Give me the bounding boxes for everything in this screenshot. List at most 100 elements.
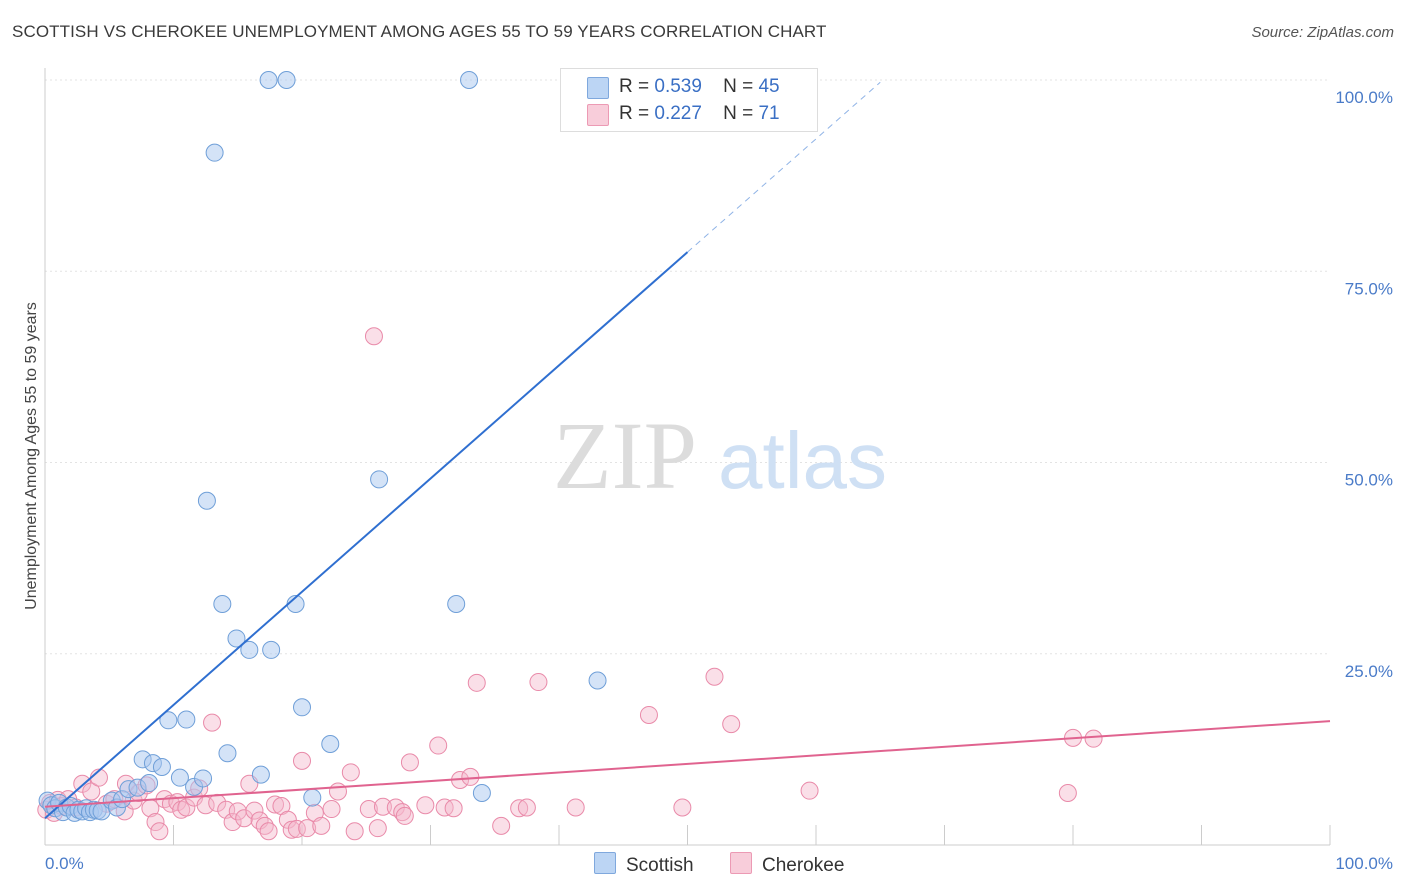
- cherokee-point: [259, 822, 278, 841]
- legend-row-scottish: R = 0.539 N = 45: [619, 76, 780, 98]
- scottish-trend-extension: [687, 81, 881, 253]
- cherokee-point: [510, 799, 529, 818]
- cherokee-point: [177, 798, 196, 817]
- scottish-point: [447, 595, 466, 614]
- y-tick-label: 75.0%: [1345, 279, 1393, 298]
- cherokee-point: [278, 810, 297, 829]
- legend-swatch-scottish: [587, 77, 609, 99]
- bottom-legend-cherokee-label: Cherokee: [762, 855, 845, 876]
- scottish-point: [240, 640, 259, 659]
- scottish-point: [197, 491, 216, 510]
- cherokee-point: [722, 715, 741, 734]
- scottish-point: [251, 765, 270, 784]
- scottish-point: [370, 470, 389, 489]
- legend-r-value: 0.227: [654, 103, 702, 124]
- legend-n-value: 45: [758, 76, 780, 97]
- scottish-point: [321, 735, 340, 754]
- cherokee-point: [345, 822, 364, 841]
- cherokee-point: [395, 806, 414, 825]
- source-label: Source: ZipAtlas.com: [1251, 24, 1394, 41]
- cherokee-point: [328, 782, 347, 801]
- scottish-point: [293, 698, 311, 717]
- cherokee-point: [312, 816, 331, 835]
- legend-r-value: 0.539: [654, 76, 702, 97]
- scottish-trend-line: [44, 251, 689, 819]
- legend-r-label: R =: [619, 76, 650, 97]
- legend-n-label: N =: [723, 103, 754, 124]
- bottom-legend-scottish: Scottish: [594, 852, 694, 877]
- axes: [44, 68, 1331, 846]
- cherokee-point: [298, 819, 317, 838]
- y-tick-label: 25.0%: [1345, 662, 1393, 681]
- cherokee-point: [800, 781, 819, 800]
- cherokee-point: [1084, 729, 1103, 748]
- cherokee-point: [705, 667, 724, 686]
- cherokee-point: [368, 819, 387, 838]
- scottish-point: [170, 768, 189, 787]
- legend-row-cherokee: R = 0.227 N = 71: [619, 103, 780, 125]
- scottish-point: [218, 744, 237, 763]
- bottom-swatch-scottish: [594, 852, 616, 874]
- cherokee-point: [444, 799, 463, 818]
- scottish-point: [227, 629, 246, 648]
- legend-r-label: R =: [619, 103, 650, 124]
- cherokee-point: [435, 798, 454, 817]
- cherokee-point: [359, 800, 378, 819]
- cherokee-point: [400, 753, 419, 772]
- scottish-point: [472, 783, 491, 802]
- cherokee-point: [492, 816, 511, 835]
- x-tick-label: 0.0%: [45, 854, 84, 873]
- y-axis-label: Unemployment Among Ages 55 to 59 years: [23, 302, 40, 610]
- cherokee-point: [639, 705, 658, 724]
- cherokee-point: [203, 713, 222, 732]
- cherokee-point: [461, 767, 480, 786]
- cherokee-point: [373, 797, 392, 816]
- cherokee-point: [1058, 783, 1077, 802]
- legend-n-label: N =: [723, 76, 754, 97]
- scottish-point: [262, 640, 281, 659]
- cherokee-point: [322, 800, 341, 819]
- scottish-point: [140, 774, 159, 793]
- cherokee-point: [150, 822, 169, 841]
- scottish-point: [205, 143, 224, 162]
- scottish-point: [194, 769, 213, 788]
- scottish-point: [152, 757, 171, 776]
- trend-lines: [44, 81, 1331, 819]
- cherokee-point: [416, 796, 435, 815]
- scottish-point: [213, 595, 232, 614]
- cherokee-point: [529, 673, 548, 692]
- cherokee-point: [517, 798, 536, 817]
- bottom-legend-cherokee: Cherokee: [730, 852, 844, 877]
- x-tick-label: 100.0%: [1335, 854, 1393, 873]
- cherokee-point: [282, 820, 301, 839]
- watermark: ZIP atlas: [553, 402, 887, 509]
- scottish-point: [460, 71, 479, 89]
- legend-n-value: 71: [758, 103, 780, 124]
- cherokee-point: [429, 736, 448, 755]
- watermark-zip: ZIP: [553, 402, 697, 509]
- scottish-point: [588, 671, 607, 690]
- scottish-point: [159, 711, 178, 730]
- cherokee-point: [673, 798, 692, 817]
- cherokee-point: [467, 673, 486, 692]
- cherokee-point: [287, 819, 306, 838]
- bottom-legend-scottish-label: Scottish: [626, 855, 694, 876]
- cherokee-point: [341, 763, 360, 782]
- cherokee-point: [146, 813, 165, 832]
- watermark-atlas: atlas: [718, 416, 887, 505]
- scottish-points: [38, 71, 607, 822]
- legend-swatch-cherokee: [587, 104, 609, 126]
- tick-labels: 25.0% 50.0% 75.0% 100.0% 0.0% 100.0%: [45, 88, 1393, 873]
- scottish-point: [177, 710, 196, 729]
- legend: R = 0.539 N = 45 R = 0.227 N = 71: [560, 68, 818, 132]
- scottish-point: [277, 71, 296, 89]
- grid-lines: [45, 79, 1330, 655]
- y-tick-label: 50.0%: [1345, 471, 1393, 490]
- cherokee-point: [223, 813, 242, 832]
- scottish-point: [259, 71, 278, 89]
- cherokee-point: [235, 809, 254, 828]
- cherokee-point: [364, 327, 383, 346]
- bottom-swatch-cherokee: [730, 852, 752, 874]
- cherokee-point: [293, 751, 311, 770]
